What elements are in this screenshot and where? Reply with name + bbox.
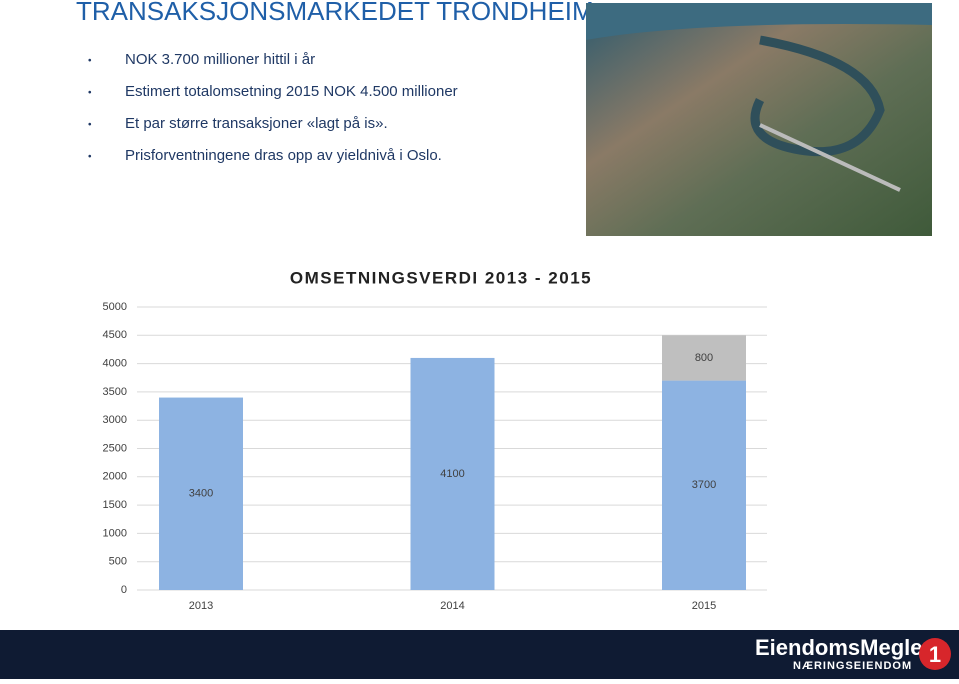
brand-division: NÆRINGSEIENDOM bbox=[793, 660, 912, 672]
bullet-dot: • bbox=[88, 56, 92, 67]
bullet-text: NOK 3.700 millioner hittil i år bbox=[125, 51, 315, 68]
y-tick-label: 4500 bbox=[103, 329, 127, 341]
y-tick-label: 3500 bbox=[103, 386, 127, 398]
city-photo bbox=[586, 3, 932, 236]
x-tick-label: 2013 bbox=[189, 600, 213, 612]
y-tick-label: 1000 bbox=[103, 527, 127, 539]
y-tick-label: 5000 bbox=[103, 301, 127, 313]
slide-title: TRANSAKSJONSMARKEDET TRONDHEIM bbox=[76, 0, 594, 26]
bullet-dot: • bbox=[88, 88, 92, 99]
bullet-text: Estimert totalomsetning 2015 NOK 4.500 m… bbox=[125, 83, 458, 100]
footer: EiendomsMegler NÆRINGSEIENDOM 1 bbox=[0, 630, 959, 679]
y-tick-label: 0 bbox=[121, 584, 127, 596]
data-label: 3400 bbox=[189, 488, 213, 500]
bullet-list: • NOK 3.700 millioner hittil i år • Esti… bbox=[88, 51, 458, 164]
bullet-text: Et par større transaksjoner «lagt på is»… bbox=[125, 115, 388, 132]
chart: OMSETNINGSVERDI 2013 - 2015 0 500 1000 1500… bbox=[103, 268, 767, 612]
y-tick-label: 500 bbox=[109, 556, 127, 568]
bar bbox=[159, 397, 243, 590]
photo-river bbox=[750, 35, 885, 157]
bar bbox=[410, 357, 495, 590]
logo-number: 1 bbox=[929, 642, 941, 667]
brand-name: EiendomsMegler bbox=[755, 635, 931, 660]
logo-circle bbox=[919, 638, 951, 670]
photo-sea bbox=[586, 3, 932, 40]
data-label: 3700 bbox=[692, 479, 716, 491]
bullet-dot: • bbox=[88, 152, 92, 163]
photo-bridge bbox=[759, 123, 901, 192]
chart-title: OMSETNINGSVERDI 2013 - 2015 bbox=[290, 268, 592, 287]
data-label: 800 bbox=[695, 352, 713, 364]
y-tick-label: 3000 bbox=[103, 414, 127, 426]
y-tick-label: 2500 bbox=[103, 442, 127, 454]
bar bbox=[662, 380, 746, 590]
y-tick-label: 1500 bbox=[103, 499, 127, 511]
data-label: 4100 bbox=[440, 468, 464, 480]
bar bbox=[662, 335, 746, 381]
x-tick-label: 2015 bbox=[692, 600, 716, 612]
footer-bar bbox=[0, 630, 959, 679]
bullet-text: Prisforventningene dras opp av yieldnivå… bbox=[125, 147, 442, 164]
bullet-dot: • bbox=[88, 120, 92, 131]
y-tick-label: 2000 bbox=[103, 471, 127, 483]
y-tick-label: 4000 bbox=[103, 358, 127, 370]
x-tick-label: 2014 bbox=[440, 600, 464, 612]
